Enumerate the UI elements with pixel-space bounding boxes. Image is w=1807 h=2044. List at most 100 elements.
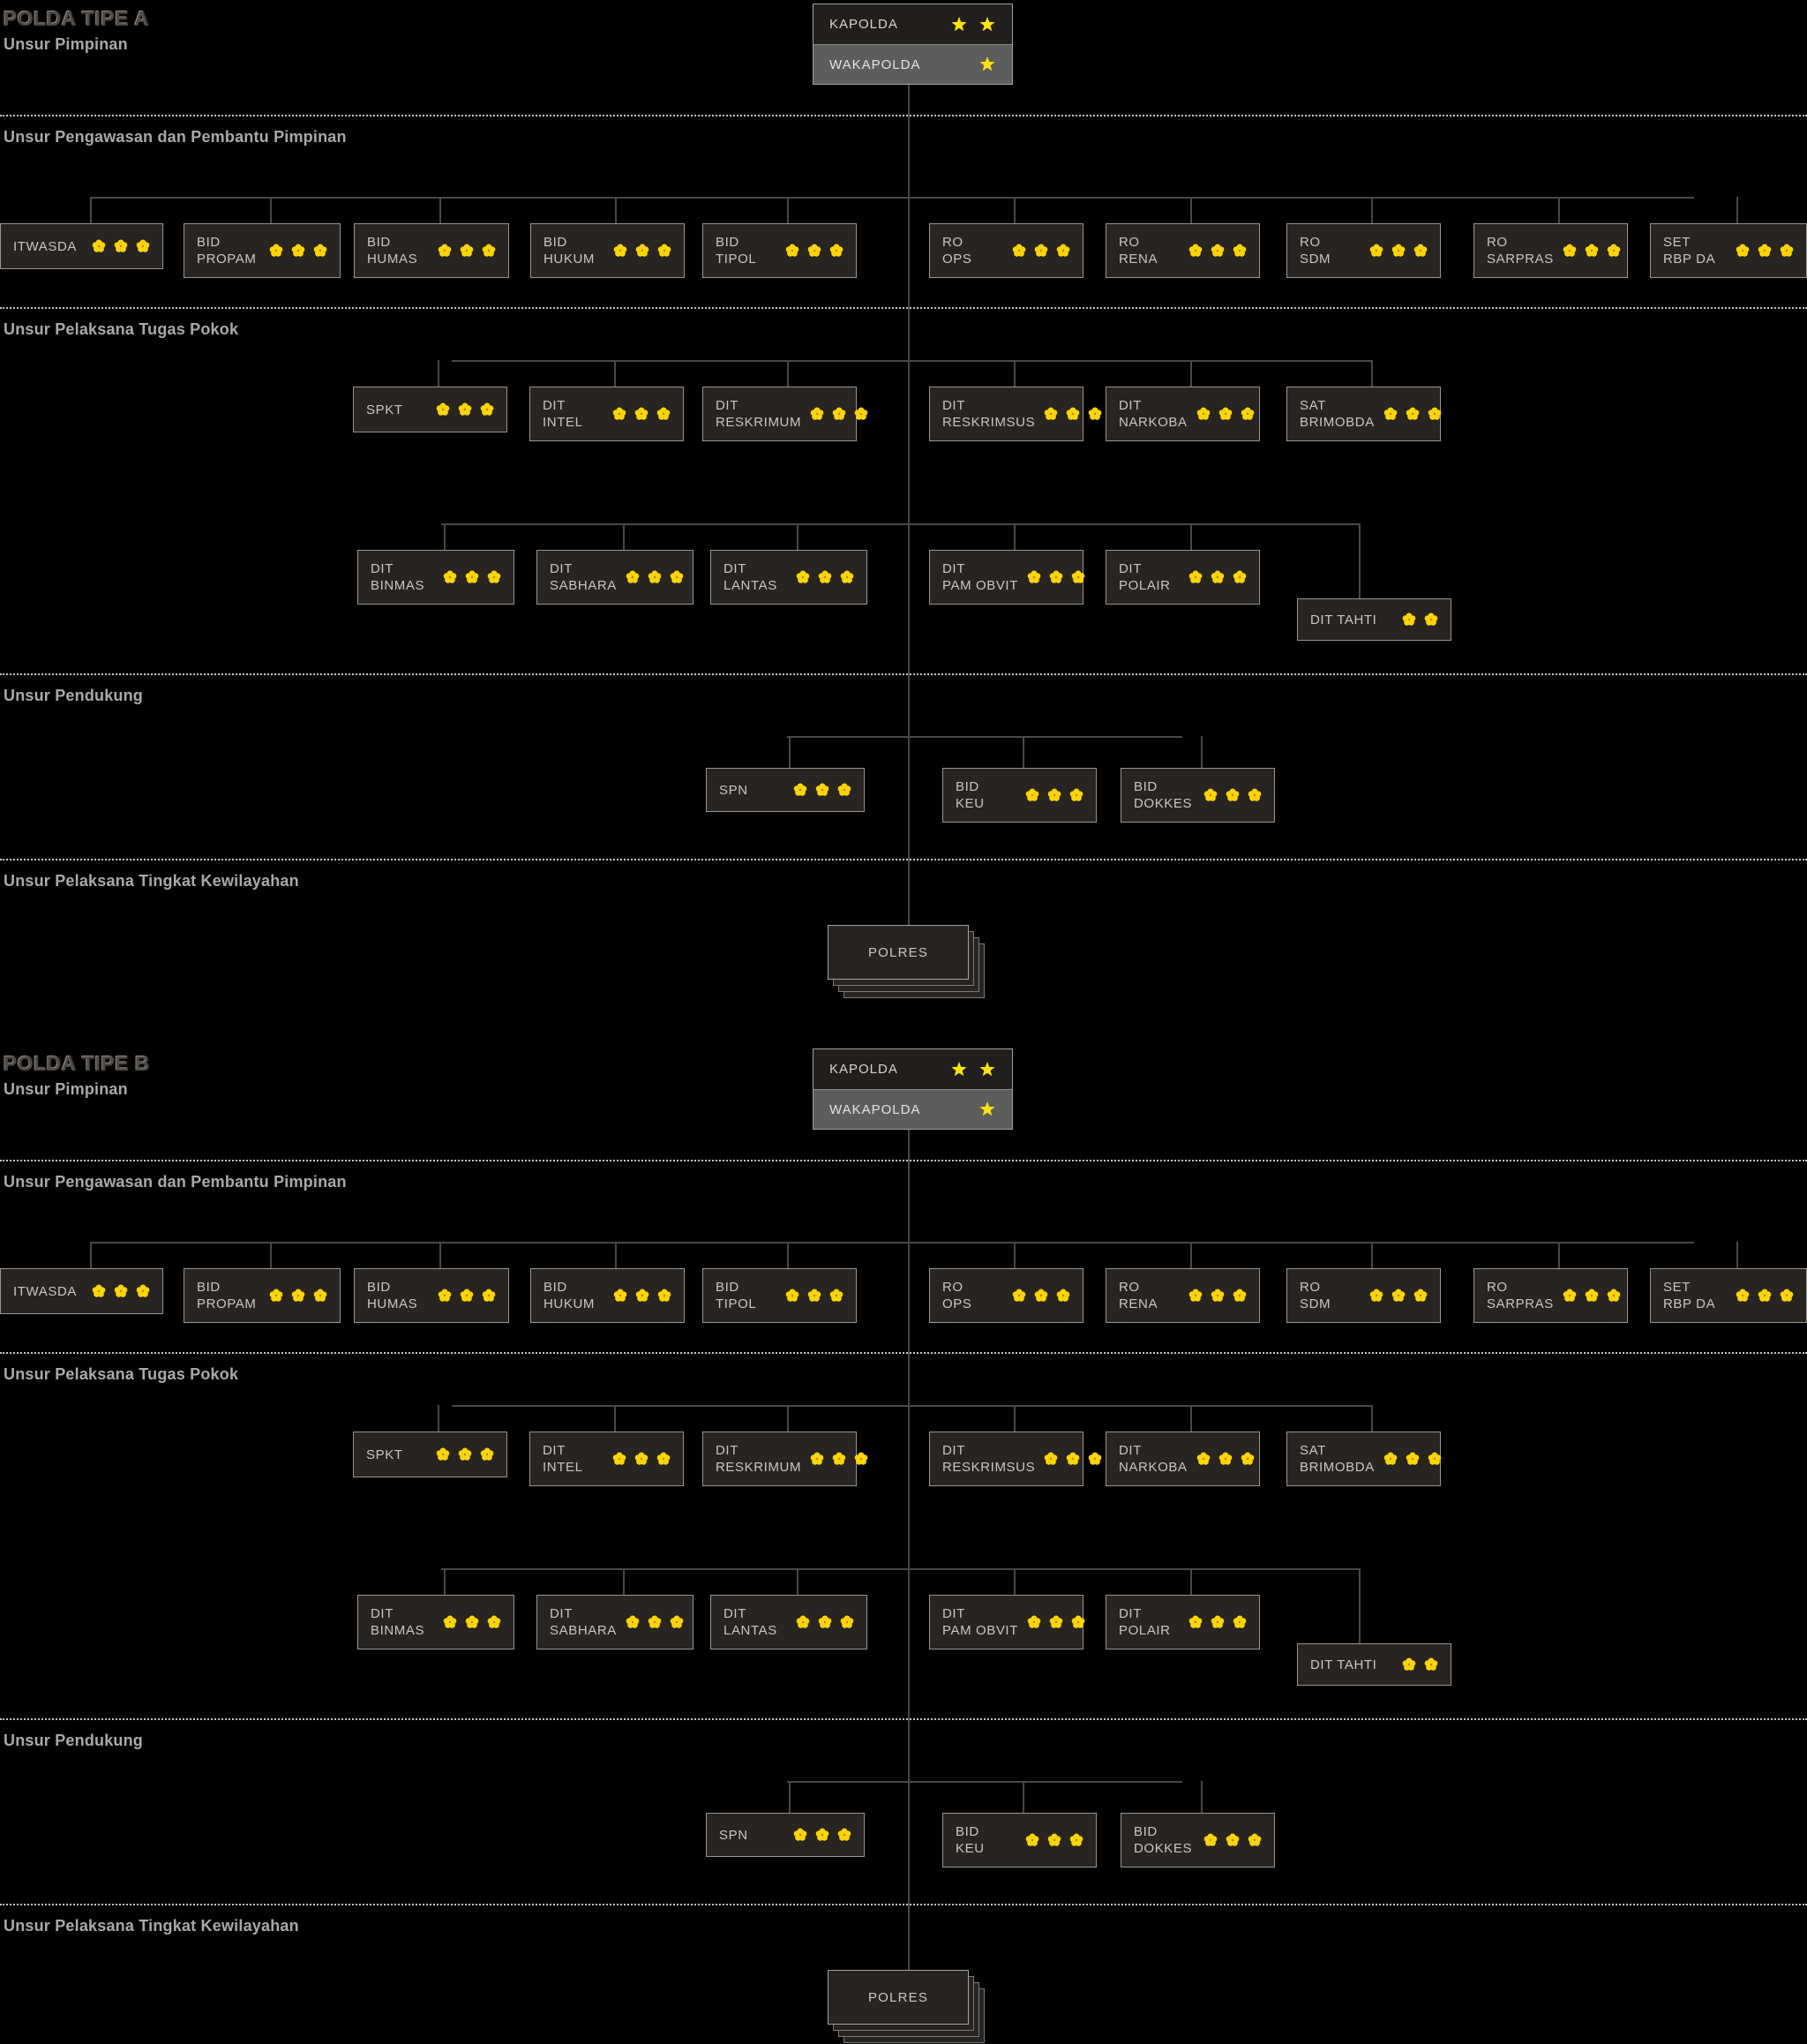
org-node[interactable]: SPN — [706, 1813, 865, 1857]
org-node[interactable]: SAT BRIMOBDA — [1286, 387, 1442, 441]
connector-line-horizontal — [908, 1405, 1372, 1407]
melati-flower-icon — [1607, 244, 1621, 258]
org-node[interactable]: DIT LANTAS — [710, 550, 867, 605]
org-node[interactable]: RO RENA — [1106, 223, 1260, 278]
org-node[interactable]: BID HUKUM — [530, 1268, 685, 1323]
org-node[interactable]: DIT RESKRIMUM — [702, 1432, 868, 1486]
melati-flower-icon — [832, 407, 846, 421]
org-node-label: SET RBP DA — [1663, 1280, 1716, 1311]
rank-flowers — [1018, 570, 1085, 584]
melati-flower-icon — [1211, 1289, 1225, 1303]
org-node[interactable]: ITWASDA — [0, 223, 163, 269]
org-node[interactable]: BID KEU — [942, 768, 1097, 823]
polres-box[interactable]: POLRES — [828, 925, 969, 980]
org-node-label: BID DOKKES — [1134, 1824, 1193, 1856]
polres-box[interactable]: POLRES — [828, 1970, 969, 2025]
org-node[interactable]: SET RBP DA — [1650, 223, 1807, 278]
melati-flower-icon — [670, 1615, 684, 1629]
org-node-label: RO SDM — [1300, 235, 1331, 267]
org-node[interactable]: DIT BINMAS — [357, 1595, 514, 1649]
org-node[interactable]: SPKT — [353, 1432, 507, 1477]
org-node[interactable]: DIT SABHARA — [536, 1595, 694, 1649]
org-node[interactable]: BID TIPOL — [702, 1268, 857, 1323]
org-node[interactable]: SPKT — [353, 387, 507, 432]
leadership-box[interactable]: KAPOLDA WAKAPOLDA — [813, 4, 1013, 85]
leader-label-wakapolda: WAKAPOLDA — [829, 56, 921, 72]
polres-stack[interactable]: POLRES — [828, 1970, 985, 2044]
connector-line-horizontal — [452, 360, 908, 362]
polres-stack[interactable]: POLRES — [828, 925, 985, 999]
connector-line-vertical — [1201, 736, 1203, 768]
org-node[interactable]: DIT RESKRIMUM — [702, 387, 868, 441]
rank-flowers — [784, 1828, 851, 1842]
org-node[interactable]: DIT LANTAS — [710, 1595, 867, 1649]
star-icon — [978, 1061, 996, 1078]
org-node[interactable]: BID DOKKES — [1121, 768, 1275, 823]
melati-flower-icon — [612, 407, 626, 421]
rank-flowers — [1195, 788, 1262, 802]
connector-line-horizontal — [452, 1405, 908, 1407]
melati-flower-icon — [1585, 244, 1599, 258]
melati-flower-icon — [1413, 244, 1428, 258]
group-label-pendukung: Unsur Pendukung — [4, 1732, 144, 1749]
melati-flower-icon — [1406, 1452, 1420, 1466]
connector-line-vertical — [270, 197, 272, 223]
melati-flower-icon — [612, 1452, 626, 1466]
org-node[interactable]: DIT RESKRIMSUS — [929, 1432, 1102, 1486]
leader-row-kapolda[interactable]: KAPOLDA — [814, 4, 1012, 44]
org-node[interactable]: DIT INTEL — [529, 387, 684, 441]
org-node[interactable]: DIT PAM OBVIT — [929, 1595, 1085, 1649]
org-node[interactable]: DIT NARKOBA — [1106, 1432, 1260, 1486]
org-node[interactable]: BID PROPAM — [184, 1268, 341, 1323]
rank-flowers — [617, 1615, 684, 1629]
org-node[interactable]: BID HUMAS — [354, 1268, 509, 1323]
org-node[interactable]: DIT SABHARA — [536, 550, 694, 605]
leader-row-wakapolda[interactable]: WAKAPOLDA — [814, 1089, 1012, 1129]
org-node[interactable]: DIT RESKRIMSUS — [929, 387, 1102, 441]
leader-row-wakapolda[interactable]: WAKAPOLDA — [814, 44, 1012, 84]
melati-flower-icon — [1049, 1615, 1063, 1629]
org-node[interactable]: BID PROPAM — [184, 223, 341, 278]
melati-flower-icon — [1233, 1615, 1247, 1629]
connector-line-vertical — [1736, 1242, 1738, 1268]
connector-line-vertical — [1190, 523, 1192, 550]
org-node[interactable]: ITWASDA — [0, 1268, 163, 1314]
melati-flower-icon — [480, 402, 494, 417]
org-node[interactable]: BID DOKKES — [1121, 1813, 1275, 1867]
org-node[interactable]: DIT POLAIR — [1106, 550, 1260, 605]
connector-line-vertical — [1023, 1781, 1024, 1813]
org-node[interactable]: SPN — [706, 768, 865, 812]
org-node[interactable]: BID HUMAS — [354, 223, 509, 278]
org-node[interactable]: SAT BRIMOBDA — [1286, 1432, 1442, 1486]
org-node[interactable]: RO SDM — [1286, 223, 1441, 278]
org-node[interactable]: DIT NARKOBA — [1106, 387, 1260, 441]
org-node[interactable]: DIT BINMAS — [357, 550, 514, 605]
section-divider — [0, 115, 1807, 116]
leader-row-kapolda[interactable]: KAPOLDA — [814, 1049, 1012, 1089]
connector-line-vertical — [1023, 736, 1024, 768]
org-node[interactable]: RO OPS — [929, 1268, 1083, 1323]
org-node[interactable]: RO SDM — [1286, 1268, 1441, 1323]
org-node[interactable]: DIT PAM OBVIT — [929, 550, 1085, 605]
org-node[interactable]: BID HUKUM — [530, 223, 685, 278]
leadership-box[interactable]: KAPOLDA WAKAPOLDA — [813, 1048, 1013, 1130]
org-node[interactable]: DIT TAHTI — [1297, 598, 1451, 641]
melati-flower-icon — [657, 244, 671, 258]
melati-flower-icon — [1369, 1289, 1383, 1303]
rank-flowers — [787, 570, 854, 584]
org-node[interactable]: DIT TAHTI — [1297, 1643, 1451, 1686]
org-node[interactable]: BID TIPOL — [702, 223, 857, 278]
rank-flowers — [1018, 1615, 1085, 1629]
org-node[interactable]: RO SARPRAS — [1473, 1268, 1628, 1323]
org-node[interactable]: RO RENA — [1106, 1268, 1260, 1323]
melati-flower-icon — [1428, 407, 1442, 421]
melati-flower-icon — [1188, 244, 1203, 258]
melati-flower-icon — [1088, 1452, 1102, 1466]
org-node[interactable]: DIT INTEL — [529, 1432, 684, 1486]
org-node[interactable]: DIT POLAIR — [1106, 1595, 1260, 1649]
org-node[interactable]: SET RBP DA — [1650, 1268, 1807, 1323]
melati-flower-icon — [1088, 407, 1102, 421]
org-node[interactable]: BID KEU — [942, 1813, 1097, 1867]
org-node[interactable]: RO SARPRAS — [1473, 223, 1628, 278]
org-node[interactable]: RO OPS — [929, 223, 1083, 278]
